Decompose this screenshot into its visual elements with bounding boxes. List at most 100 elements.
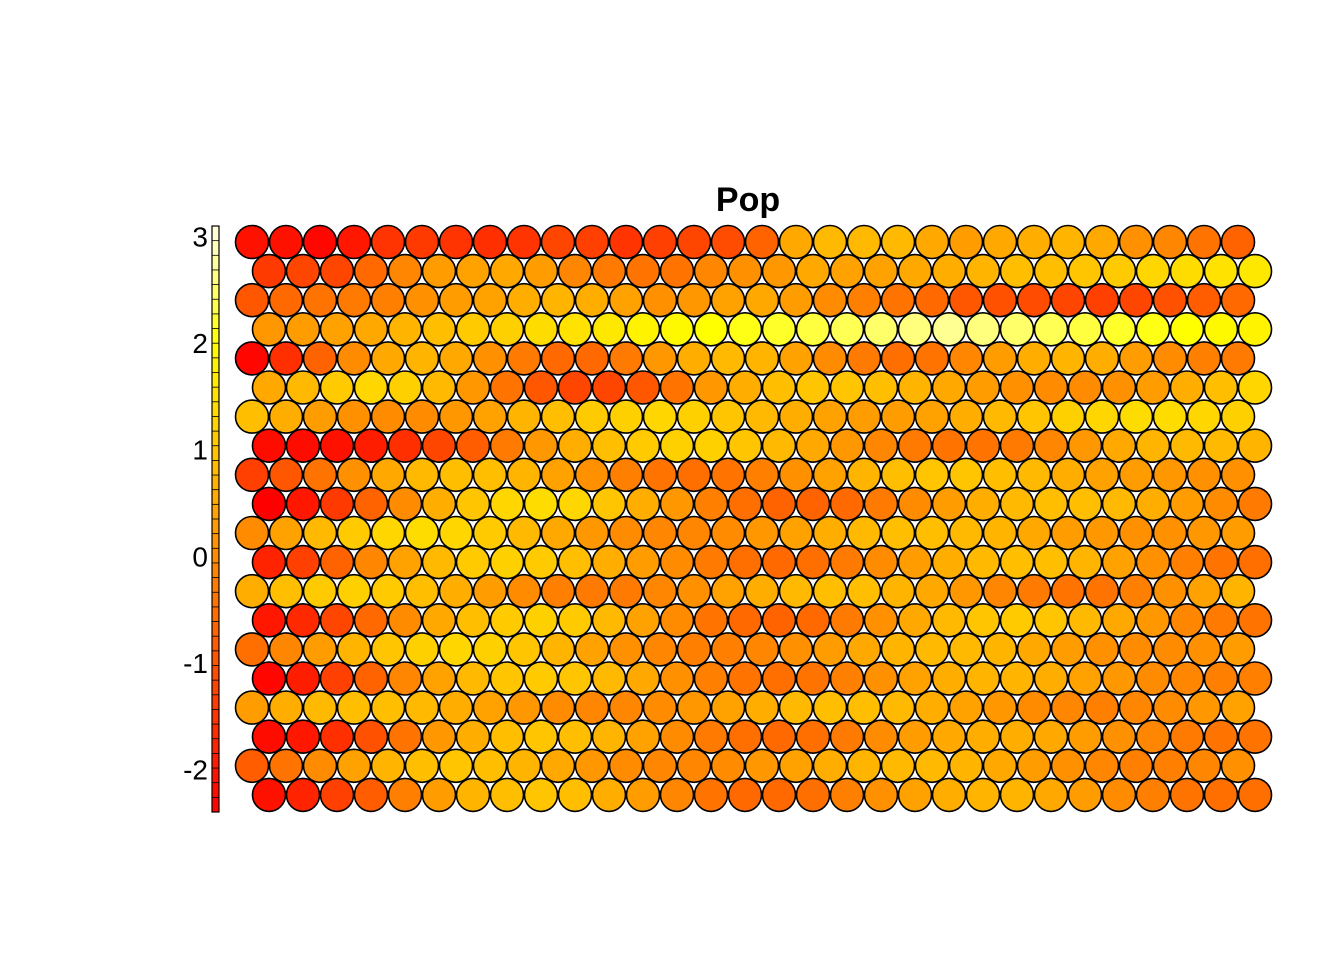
som-cell [676, 515, 712, 551]
som-cell [608, 399, 644, 434]
som-cell [319, 719, 355, 755]
som-cell [1169, 719, 1205, 755]
som-cell [455, 661, 491, 696]
som-cell [999, 370, 1035, 405]
som-cell [234, 457, 270, 493]
som-cell [931, 311, 967, 347]
legend-color-segment [212, 328, 219, 344]
som-cell [744, 457, 780, 493]
som-cell [506, 341, 542, 376]
som-cell [268, 224, 304, 260]
som-cell [914, 282, 950, 318]
som-cell [421, 486, 457, 522]
som-cell [574, 457, 610, 493]
som-cell [1237, 370, 1273, 405]
som-cell [591, 661, 627, 696]
som-cell [965, 661, 1001, 696]
som-cell [897, 428, 933, 464]
som-cell [727, 719, 763, 755]
som-cell [353, 777, 389, 813]
legend-color-segment [212, 343, 219, 359]
som-cell [234, 632, 270, 667]
som-cell [1050, 457, 1086, 493]
som-cell [591, 602, 627, 638]
som-cell [710, 457, 746, 493]
som-cell [472, 632, 508, 667]
som-cell [1016, 282, 1052, 318]
som-cell [1050, 573, 1086, 609]
som-cell [846, 632, 882, 667]
som-cell [829, 602, 865, 638]
som-cell [285, 661, 321, 696]
som-cell [829, 777, 865, 813]
legend-color-segment [212, 489, 219, 505]
som-cell [523, 777, 559, 813]
som-cell [897, 311, 933, 347]
som-cell [370, 282, 406, 318]
som-cell [829, 428, 865, 464]
som-cell [863, 719, 899, 755]
som-cell [982, 632, 1018, 667]
som-cell [268, 457, 304, 493]
som-cell [744, 632, 780, 667]
som-cell [829, 486, 865, 522]
som-cell [574, 573, 610, 609]
som-cell [897, 253, 933, 289]
som-cell [1220, 748, 1256, 784]
som-cell [353, 370, 389, 405]
som-cell [795, 370, 831, 405]
som-cell [948, 690, 984, 725]
som-cell [744, 573, 780, 609]
som-cell [863, 253, 899, 289]
som-cell [1016, 690, 1052, 725]
som-cell [727, 253, 763, 289]
som-cell [1084, 632, 1120, 667]
som-cell [336, 457, 372, 493]
som-cell [1203, 486, 1239, 522]
som-cell [1050, 748, 1086, 784]
som-cell [557, 311, 593, 347]
legend-color-segment [212, 357, 219, 373]
som-cell [931, 777, 967, 813]
som-cell [1101, 370, 1137, 405]
som-cell [1186, 341, 1222, 376]
som-cell [625, 428, 661, 464]
som-cell [489, 428, 525, 464]
som-cell [336, 632, 372, 667]
som-cell [1186, 515, 1222, 551]
som-cell [1169, 370, 1205, 405]
som-cell [370, 632, 406, 667]
som-cell [659, 486, 695, 522]
som-cell [489, 777, 525, 813]
som-cell [659, 544, 695, 580]
som-cell [914, 341, 950, 376]
som-cell [1203, 661, 1239, 696]
som-cell [506, 573, 542, 609]
som-cell [1050, 690, 1086, 725]
som-cell [455, 428, 491, 464]
som-cell [795, 719, 831, 755]
som-cell [914, 224, 950, 260]
som-cell [982, 748, 1018, 784]
som-cell [1169, 777, 1205, 813]
som-cell [234, 515, 270, 551]
som-cell [1084, 457, 1120, 493]
som-cell [931, 370, 967, 405]
som-cell [608, 341, 644, 376]
som-cell [1135, 370, 1171, 405]
som-cell [1186, 457, 1222, 493]
som-cell [795, 311, 831, 347]
som-cell [370, 457, 406, 493]
som-cell [523, 253, 559, 289]
som-cell [1203, 428, 1239, 464]
som-cell [455, 370, 491, 405]
som-cell [523, 428, 559, 464]
som-cell [863, 428, 899, 464]
legend-tick-label: 0 [192, 541, 208, 572]
som-cell [625, 544, 661, 580]
som-cell [438, 224, 474, 260]
som-cell [1220, 341, 1256, 376]
som-cell [234, 224, 270, 260]
som-cell [1033, 719, 1069, 755]
som-cell [234, 282, 270, 318]
